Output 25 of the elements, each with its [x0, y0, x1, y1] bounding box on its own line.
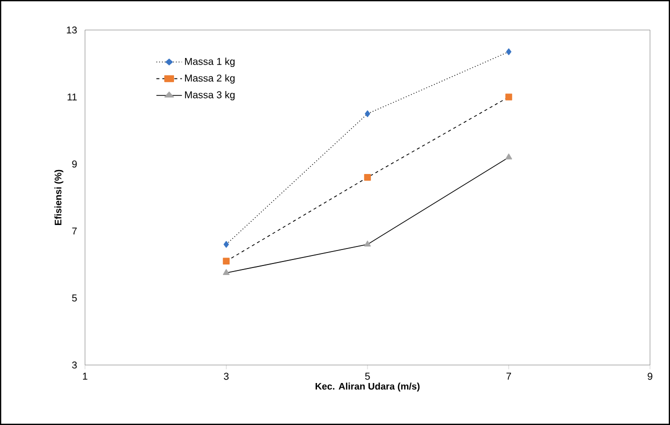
point: [364, 240, 371, 246]
point: [364, 110, 370, 118]
legend-label: Massa 1 kg: [185, 58, 235, 67]
point: [505, 154, 512, 160]
y-tick-label: 13: [66, 26, 77, 34]
legend-label: Massa 2 kg: [185, 74, 235, 84]
point: [364, 174, 371, 181]
x-axis-title: Kec. Aliran Udara (m/s): [316, 382, 420, 392]
x-tick-label: 5: [365, 372, 370, 380]
point: [222, 269, 230, 275]
x-tick-label: 1: [82, 372, 88, 380]
point: [222, 258, 230, 265]
y-tick-label: 7: [72, 228, 77, 234]
y-axis-title: Efisiensi (%): [54, 170, 64, 225]
x-tick-label: 9: [648, 372, 652, 380]
y-tick-label: 5: [72, 294, 77, 302]
y-tick-label: 3: [72, 361, 77, 369]
point: [506, 48, 512, 56]
y-tick-label: 9: [72, 160, 77, 168]
x-tick-label: 3: [224, 372, 229, 380]
legend-label: Massa 3 kg: [185, 91, 235, 100]
point: [224, 241, 229, 248]
y-tick-label: 11: [68, 94, 77, 100]
x-tick-label: 7: [506, 372, 512, 380]
point: [505, 94, 512, 100]
